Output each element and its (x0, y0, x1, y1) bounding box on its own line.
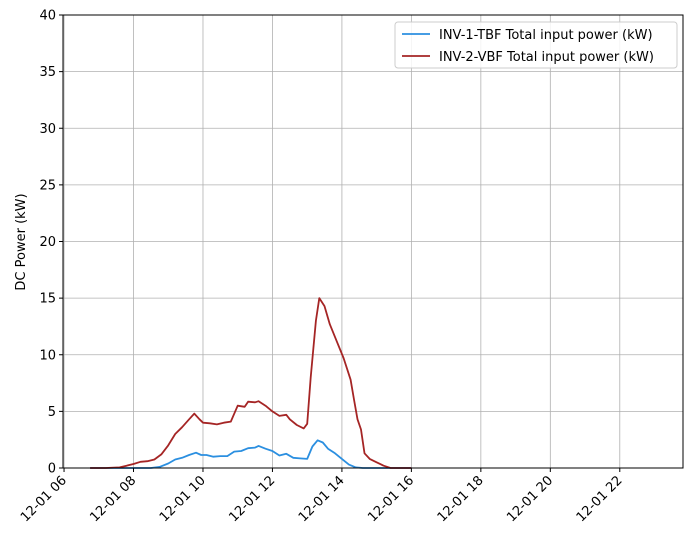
x-tick-label: 12-01 12 (226, 473, 278, 525)
y-tick-label: 30 (39, 122, 56, 137)
grid (63, 14, 683, 469)
x-tick-label: 12-01 08 (87, 473, 139, 525)
legend-box (394, 21, 678, 69)
y-tick-label: 20 (39, 235, 56, 250)
series-layer (90, 297, 412, 469)
y-tick-label: 40 (39, 9, 56, 24)
y-tick-label: 0 (48, 462, 56, 477)
legend-label-inv-1: INV-1-TBF Total input power (kW) (439, 28, 653, 43)
y-axis-label: DC Power (kW) (14, 193, 29, 290)
y-tick-label: 10 (39, 348, 56, 363)
y-tick-label: 25 (39, 178, 56, 193)
x-tick-label: 12-01 06 (18, 473, 70, 525)
y-tick-label: 35 (39, 65, 56, 80)
x-tick-label: 12-01 16 (365, 473, 417, 525)
y-axis: 0 5 10 15 20 25 30 35 40 (39, 9, 63, 477)
x-tick-label: 12-01 10 (157, 473, 209, 525)
series-line-inv-2 (90, 297, 412, 469)
series-line-inv-1 (90, 439, 412, 469)
x-tick-label: 12-01 20 (504, 473, 556, 525)
x-tick-label: 12-01 22 (574, 473, 626, 525)
y-tick-label: 5 (48, 405, 56, 420)
x-tick-label: 12-01 14 (296, 473, 348, 525)
y-tick-label: 15 (39, 292, 56, 307)
legend: INV-1-TBF Total input power (kW) INV-2-V… (394, 21, 678, 69)
legend-label-inv-2: INV-2-VBF Total input power (kW) (439, 50, 654, 65)
x-axis: 12-01 06 12-01 08 12-01 10 12-01 12 12-01 14… (18, 468, 626, 525)
x-tick-label: 12-01 18 (435, 473, 487, 525)
